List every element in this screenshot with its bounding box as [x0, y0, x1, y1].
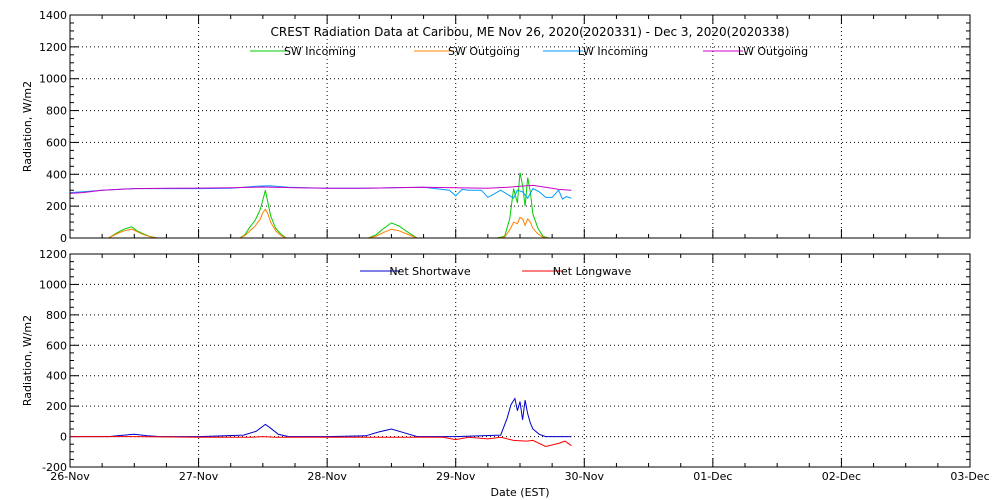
x-tick-label: 30-Nov: [565, 470, 605, 483]
y-tick-label: 1200: [39, 41, 67, 54]
series-line-net-shortwave: [70, 397, 572, 438]
legend-label: Net Longwave: [553, 265, 632, 278]
y-tick-label: 400: [46, 370, 67, 383]
y-tick-label: 800: [46, 105, 67, 118]
y-tick-label: 1000: [39, 278, 67, 291]
x-tick-label: 27-Nov: [179, 470, 219, 483]
y-tick-label: 1400: [39, 9, 67, 22]
x-tick-label: 03-Dec: [950, 470, 989, 483]
y-tick-label: 1200: [39, 248, 67, 261]
y-tick-label: 0: [60, 232, 67, 245]
plot-frame: [69, 253, 971, 468]
series-line-lw-outgoing: [69, 184, 572, 194]
legend-label: Net Shortwave: [389, 265, 471, 278]
series-line-net-longwave: [70, 436, 572, 448]
x-tick-label: 02-Dec: [822, 470, 861, 483]
y-tick-label: 0: [60, 431, 67, 444]
y-axis-title: Radiation, W/m2: [21, 81, 34, 172]
y-tick-label: 600: [46, 339, 67, 352]
legend-label: SW Outgoing: [448, 45, 520, 58]
legend-label: LW Incoming: [578, 45, 648, 58]
plot-frame: [69, 14, 971, 239]
bottom-panel: -200 0 200 400 600 800 1000 1200 Radiation, W/m2…: [21, 248, 990, 483]
x-tick-label: 29-Nov: [436, 470, 476, 483]
y-tick-label: -200: [42, 461, 67, 474]
x-axis-title: Date (EST): [490, 486, 549, 499]
top-panel: 0 200 400 600 800 1000 1200 1400 Radiation, W/m2…: [21, 9, 971, 245]
y-tick-label: 1000: [39, 73, 67, 86]
y-tick-label: 200: [46, 200, 67, 213]
y-tick-label: 400: [46, 168, 67, 181]
x-tick-label: 28-Nov: [307, 470, 347, 483]
y-axis-title: Radiation, W/m2: [21, 315, 34, 406]
legend-label: SW Incoming: [284, 45, 356, 58]
y-tick-label: 200: [46, 400, 67, 413]
x-tick-label: 26-Nov: [50, 470, 90, 483]
y-tick-label: 600: [46, 136, 67, 149]
y-tick-label: 800: [46, 309, 67, 322]
chart-title: CREST Radiation Data at Caribou, ME Nov …: [271, 25, 790, 39]
x-tick-label: 01-Dec: [693, 470, 732, 483]
legend-label: LW Outgoing: [738, 45, 808, 58]
